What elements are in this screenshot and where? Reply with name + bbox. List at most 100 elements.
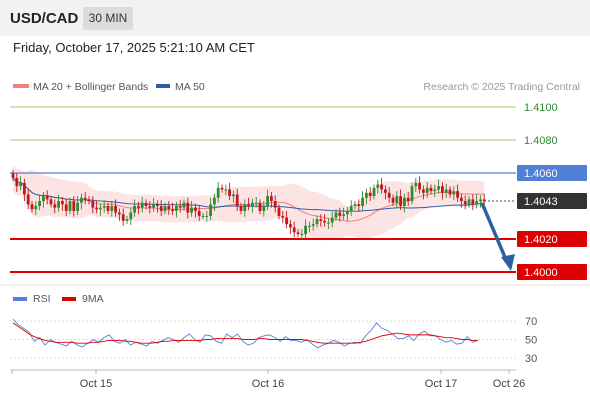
rsi-ma-legend-swatch <box>62 297 76 301</box>
candle-body <box>186 202 190 213</box>
candle-body <box>38 201 41 206</box>
ma20-legend-swatch <box>13 84 29 88</box>
chart-header: USD/CAD 30 MIN <box>0 0 590 36</box>
candle-body <box>137 206 140 208</box>
candle-body <box>338 212 342 216</box>
candle-body <box>387 192 391 198</box>
candle-body <box>300 234 304 236</box>
candle-body <box>315 219 319 225</box>
candle-body <box>254 202 258 204</box>
candle-body <box>140 202 144 208</box>
candle-body <box>433 189 437 192</box>
candle-body <box>281 215 285 218</box>
candle-body <box>148 206 152 208</box>
candle-body <box>26 194 30 205</box>
candle-body <box>342 214 345 216</box>
candle-body <box>422 189 425 193</box>
candle-body <box>57 201 60 208</box>
candle-body <box>34 206 38 210</box>
candle-body <box>346 210 349 215</box>
candle-body <box>391 197 395 203</box>
level-label: 1.4100 <box>524 102 558 114</box>
candle-body <box>368 192 372 197</box>
rsi-pane: 70 50 30 <box>10 316 537 365</box>
candle-body <box>228 189 231 197</box>
candle-body <box>95 207 98 210</box>
candle-body <box>330 217 334 223</box>
candlesticks <box>11 169 486 240</box>
rsi-tick-label: 30 <box>525 353 537 365</box>
candle-body <box>197 210 201 216</box>
level-label-box <box>517 264 587 280</box>
candle-body <box>11 173 15 178</box>
level-label: 1.4020 <box>524 234 558 246</box>
candle-body <box>277 207 281 216</box>
timeframe-badge[interactable]: 30 MIN <box>83 7 133 30</box>
x-tick-label: Oct 15 <box>80 378 112 390</box>
candle-body <box>475 201 478 205</box>
level-label: 1.4080 <box>524 135 558 147</box>
candle-body <box>171 209 174 211</box>
candle-body <box>232 194 235 197</box>
candle-body <box>201 215 205 217</box>
candle-body <box>311 224 315 226</box>
rsi-ma-legend-label: 9MA <box>82 293 104 305</box>
rsi-tick-label: 70 <box>525 316 537 328</box>
rsi-tick-label: 50 <box>525 335 537 347</box>
candle-body <box>53 204 57 208</box>
candle-body <box>384 189 387 193</box>
candle-body <box>262 206 266 211</box>
candle-body <box>45 196 49 200</box>
level-label-box <box>517 193 587 210</box>
rsi-legend-label: RSI <box>33 293 51 305</box>
level-label: 1.4000 <box>524 267 558 279</box>
candle-body <box>83 197 87 200</box>
copyright-credit: Research © 2025 Trading Central <box>423 81 580 93</box>
rsi-ma-line <box>12 322 478 344</box>
level-label: 1.4060 <box>524 168 558 180</box>
forecast-arrow-head <box>501 254 515 271</box>
candle-body <box>323 220 326 223</box>
candle-body <box>91 201 95 208</box>
candle-body <box>163 206 167 211</box>
candle-body <box>308 225 311 227</box>
candle-body <box>448 189 452 195</box>
x-tick-label: Oct 26 <box>493 378 525 390</box>
candle-body <box>15 177 19 187</box>
candle-body <box>23 182 26 195</box>
candle-body <box>72 201 76 211</box>
x-axis: Oct 15 Oct 16 Oct 17 Oct 26 <box>11 370 525 390</box>
candle-body <box>144 202 148 206</box>
candle-body <box>403 197 406 206</box>
candle-body <box>452 191 456 195</box>
candle-body <box>247 204 250 206</box>
candle-body <box>125 219 129 221</box>
candle-body <box>292 227 296 233</box>
candle-body <box>239 206 243 211</box>
rsi-legend-swatch <box>13 297 27 301</box>
candle-body <box>471 199 475 205</box>
candle-body <box>61 201 64 205</box>
candle-body <box>114 206 117 213</box>
candle-body <box>482 199 486 202</box>
candle-body <box>437 186 440 190</box>
candle-body <box>444 189 448 193</box>
candle-body <box>410 186 414 202</box>
candle-body <box>216 187 220 198</box>
candle-body <box>376 184 380 188</box>
symbol-title: USD/CAD <box>10 10 79 27</box>
candle-body <box>365 192 368 198</box>
forecast-arrow <box>480 202 515 271</box>
ma20-legend-label: MA 20 + Bollinger Bands <box>33 81 148 93</box>
candle-body <box>133 206 136 213</box>
candle-body <box>205 215 209 217</box>
candle-body <box>357 204 361 206</box>
level-label-box <box>517 165 587 181</box>
candle-body <box>441 186 444 193</box>
candle-body <box>175 206 178 211</box>
x-tick-label: Oct 16 <box>252 378 284 390</box>
timestamp: Friday, October 17, 2025 5:21:10 AM CET <box>13 40 255 55</box>
candle-body <box>152 204 155 208</box>
